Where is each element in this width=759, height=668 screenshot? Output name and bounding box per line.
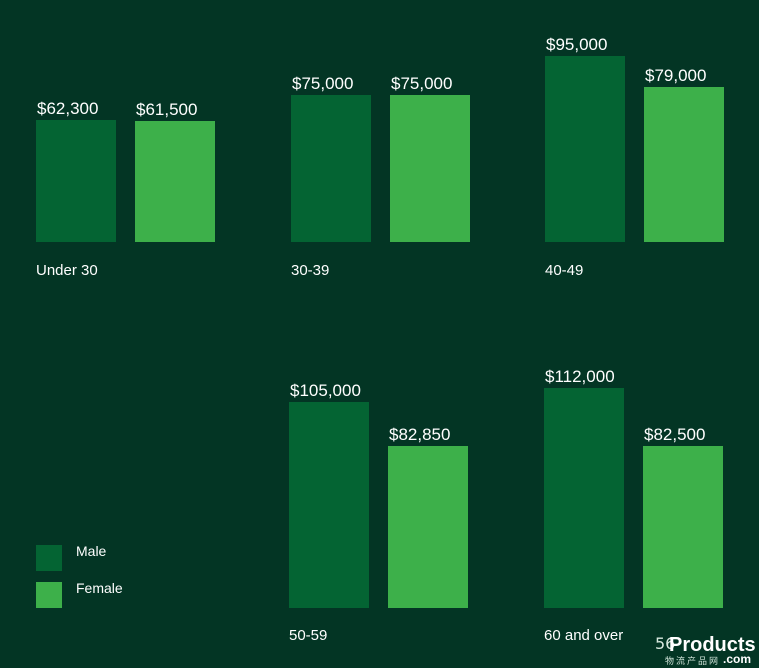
legend-label-male: Male (76, 543, 107, 559)
legend-swatch-male (36, 545, 62, 571)
watermark-logo: 56 Products 物流产品网 .com (655, 634, 756, 666)
bar-female-2 (644, 87, 724, 242)
bar-male-2 (545, 56, 625, 242)
watermark-suffix: .com (722, 652, 751, 666)
data-label-male-0: $62,300 (37, 99, 99, 118)
bar-female-4 (643, 446, 723, 608)
legend-swatch-female (36, 582, 62, 608)
category-label-0: Under 30 (36, 262, 98, 279)
data-label-female-4: $82,500 (644, 425, 706, 444)
category-label-3: 50-59 (289, 627, 328, 644)
data-label-male-3: $105,000 (290, 381, 361, 400)
data-label-male-2: $95,000 (546, 35, 608, 54)
category-label-4: 60 and over (544, 627, 624, 644)
bar-female-0 (135, 121, 215, 242)
category-label-2: 40-49 (545, 262, 584, 279)
bar-male-4 (544, 388, 624, 608)
data-label-female-3: $82,850 (389, 425, 451, 444)
watermark-subtext: 物流产品网 (665, 656, 721, 666)
data-label-male-4: $112,000 (545, 367, 615, 386)
data-label-female-0: $61,500 (136, 100, 198, 119)
category-label-1: 30-39 (291, 262, 330, 279)
bar-male-1 (291, 95, 371, 242)
data-label-female-1: $75,000 (391, 74, 453, 93)
data-label-female-2: $79,000 (645, 66, 707, 85)
bar-male-3 (289, 402, 369, 608)
bar-female-3 (388, 446, 468, 608)
data-label-male-1: $75,000 (292, 74, 354, 93)
watermark-number: 56 (655, 634, 676, 653)
watermark-text: Products (669, 634, 756, 656)
bar-male-0 (36, 120, 116, 242)
bar-female-1 (390, 95, 470, 242)
legend-label-female: Female (76, 580, 123, 596)
